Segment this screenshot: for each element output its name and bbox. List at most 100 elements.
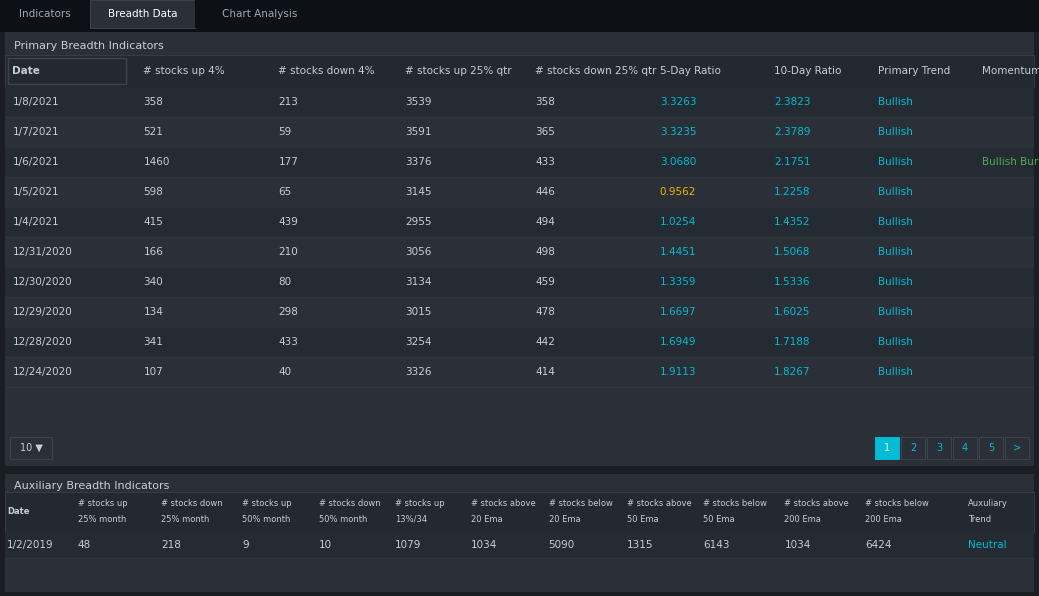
Text: 1.0254: 1.0254 xyxy=(660,217,696,227)
Text: 50 Ema: 50 Ema xyxy=(703,515,735,524)
Text: 3.3263: 3.3263 xyxy=(660,97,696,107)
Text: Neutral: Neutral xyxy=(968,540,1007,550)
Text: 1.6697: 1.6697 xyxy=(660,307,696,317)
Text: 1/6/2021: 1/6/2021 xyxy=(12,157,59,167)
Text: Bullish: Bullish xyxy=(878,127,913,137)
Text: 3: 3 xyxy=(936,443,942,453)
Text: 12/31/2020: 12/31/2020 xyxy=(12,247,73,257)
FancyBboxPatch shape xyxy=(953,437,977,459)
Text: 3591: 3591 xyxy=(405,127,432,137)
FancyBboxPatch shape xyxy=(5,32,1034,466)
Text: Breadth Data: Breadth Data xyxy=(108,9,178,19)
FancyBboxPatch shape xyxy=(5,87,1034,117)
Text: 598: 598 xyxy=(143,187,163,197)
FancyBboxPatch shape xyxy=(5,357,1034,387)
Text: 2955: 2955 xyxy=(405,217,432,227)
Text: 3134: 3134 xyxy=(405,277,432,287)
Text: # stocks up: # stocks up xyxy=(242,499,292,508)
Text: 298: 298 xyxy=(278,307,298,317)
Text: 5: 5 xyxy=(988,443,994,453)
Text: 433: 433 xyxy=(535,157,555,167)
Text: 3539: 3539 xyxy=(405,97,432,107)
FancyBboxPatch shape xyxy=(5,117,1034,147)
Text: # stocks up: # stocks up xyxy=(78,499,128,508)
FancyBboxPatch shape xyxy=(875,437,899,459)
Text: 1.4451: 1.4451 xyxy=(660,247,696,257)
Text: 1/7/2021: 1/7/2021 xyxy=(12,127,59,137)
Text: Primary Breadth Indicators: Primary Breadth Indicators xyxy=(14,41,164,51)
Text: Bullish: Bullish xyxy=(878,187,913,197)
Text: Chart Analysis: Chart Analysis xyxy=(222,9,298,19)
FancyBboxPatch shape xyxy=(5,267,1034,297)
Text: 1.5068: 1.5068 xyxy=(774,247,810,257)
Text: Date: Date xyxy=(7,508,30,517)
Text: 1.5336: 1.5336 xyxy=(774,277,810,287)
Text: 442: 442 xyxy=(535,337,555,347)
Text: 2.3789: 2.3789 xyxy=(774,127,810,137)
Text: # stocks up: # stocks up xyxy=(395,499,445,508)
Text: Bullish: Bullish xyxy=(878,97,913,107)
Text: 478: 478 xyxy=(535,307,555,317)
FancyBboxPatch shape xyxy=(10,437,52,459)
Text: 9: 9 xyxy=(242,540,248,550)
Text: # stocks below: # stocks below xyxy=(865,499,929,508)
Text: 10: 10 xyxy=(319,540,332,550)
FancyBboxPatch shape xyxy=(5,532,1034,558)
Text: Bullish: Bullish xyxy=(878,337,913,347)
Text: 2.3823: 2.3823 xyxy=(774,97,810,107)
Text: Momentum Burst: Momentum Burst xyxy=(982,66,1039,76)
Text: # stocks above: # stocks above xyxy=(784,499,849,508)
Text: 166: 166 xyxy=(143,247,163,257)
Text: 1460: 1460 xyxy=(143,157,169,167)
Text: 25% month: 25% month xyxy=(78,515,127,524)
Text: 0.9562: 0.9562 xyxy=(660,187,696,197)
Text: 1.8267: 1.8267 xyxy=(774,367,810,377)
Text: 40: 40 xyxy=(278,367,292,377)
FancyBboxPatch shape xyxy=(1005,437,1029,459)
Text: # stocks below: # stocks below xyxy=(549,499,612,508)
Text: 20 Ema: 20 Ema xyxy=(549,515,580,524)
Text: Bullish: Bullish xyxy=(878,367,913,377)
Text: 1079: 1079 xyxy=(395,540,421,550)
Text: Auxuliary: Auxuliary xyxy=(968,499,1008,508)
Text: Indicators: Indicators xyxy=(19,9,71,19)
Text: 1/4/2021: 1/4/2021 xyxy=(12,217,59,227)
Text: # stocks down: # stocks down xyxy=(319,499,380,508)
Text: 3376: 3376 xyxy=(405,157,432,167)
Text: 3326: 3326 xyxy=(405,367,432,377)
Text: Bullish Burst: Bullish Burst xyxy=(982,157,1039,167)
Text: >: > xyxy=(1013,443,1021,453)
Text: 80: 80 xyxy=(278,277,292,287)
FancyBboxPatch shape xyxy=(5,492,1034,532)
Text: 365: 365 xyxy=(535,127,555,137)
FancyBboxPatch shape xyxy=(5,474,1034,592)
Text: 439: 439 xyxy=(278,217,298,227)
Text: # stocks up 25% qtr: # stocks up 25% qtr xyxy=(405,66,512,76)
FancyBboxPatch shape xyxy=(5,237,1034,267)
Text: 1034: 1034 xyxy=(471,540,497,550)
Text: Auxiliary Breadth Indicators: Auxiliary Breadth Indicators xyxy=(14,481,169,491)
Text: Date: Date xyxy=(12,66,41,76)
Text: 340: 340 xyxy=(143,277,163,287)
FancyBboxPatch shape xyxy=(5,207,1034,237)
Text: Primary Trend: Primary Trend xyxy=(878,66,951,76)
Text: 12/29/2020: 12/29/2020 xyxy=(12,307,73,317)
Text: 12/24/2020: 12/24/2020 xyxy=(12,367,73,377)
Text: 341: 341 xyxy=(143,337,163,347)
FancyBboxPatch shape xyxy=(5,147,1034,177)
Text: 177: 177 xyxy=(278,157,298,167)
Text: Bullish: Bullish xyxy=(878,217,913,227)
Text: Bullish: Bullish xyxy=(878,157,913,167)
Text: 65: 65 xyxy=(278,187,292,197)
Text: 1315: 1315 xyxy=(627,540,654,550)
Text: 358: 358 xyxy=(143,97,163,107)
FancyBboxPatch shape xyxy=(5,297,1034,327)
Text: 12/30/2020: 12/30/2020 xyxy=(12,277,72,287)
Text: 494: 494 xyxy=(535,217,555,227)
Text: 1/2/2019: 1/2/2019 xyxy=(7,540,54,550)
Text: 1.6949: 1.6949 xyxy=(660,337,696,347)
Text: 3.0680: 3.0680 xyxy=(660,157,696,167)
Text: 3.3235: 3.3235 xyxy=(660,127,696,137)
Text: 50 Ema: 50 Ema xyxy=(627,515,658,524)
Text: 107: 107 xyxy=(143,367,163,377)
